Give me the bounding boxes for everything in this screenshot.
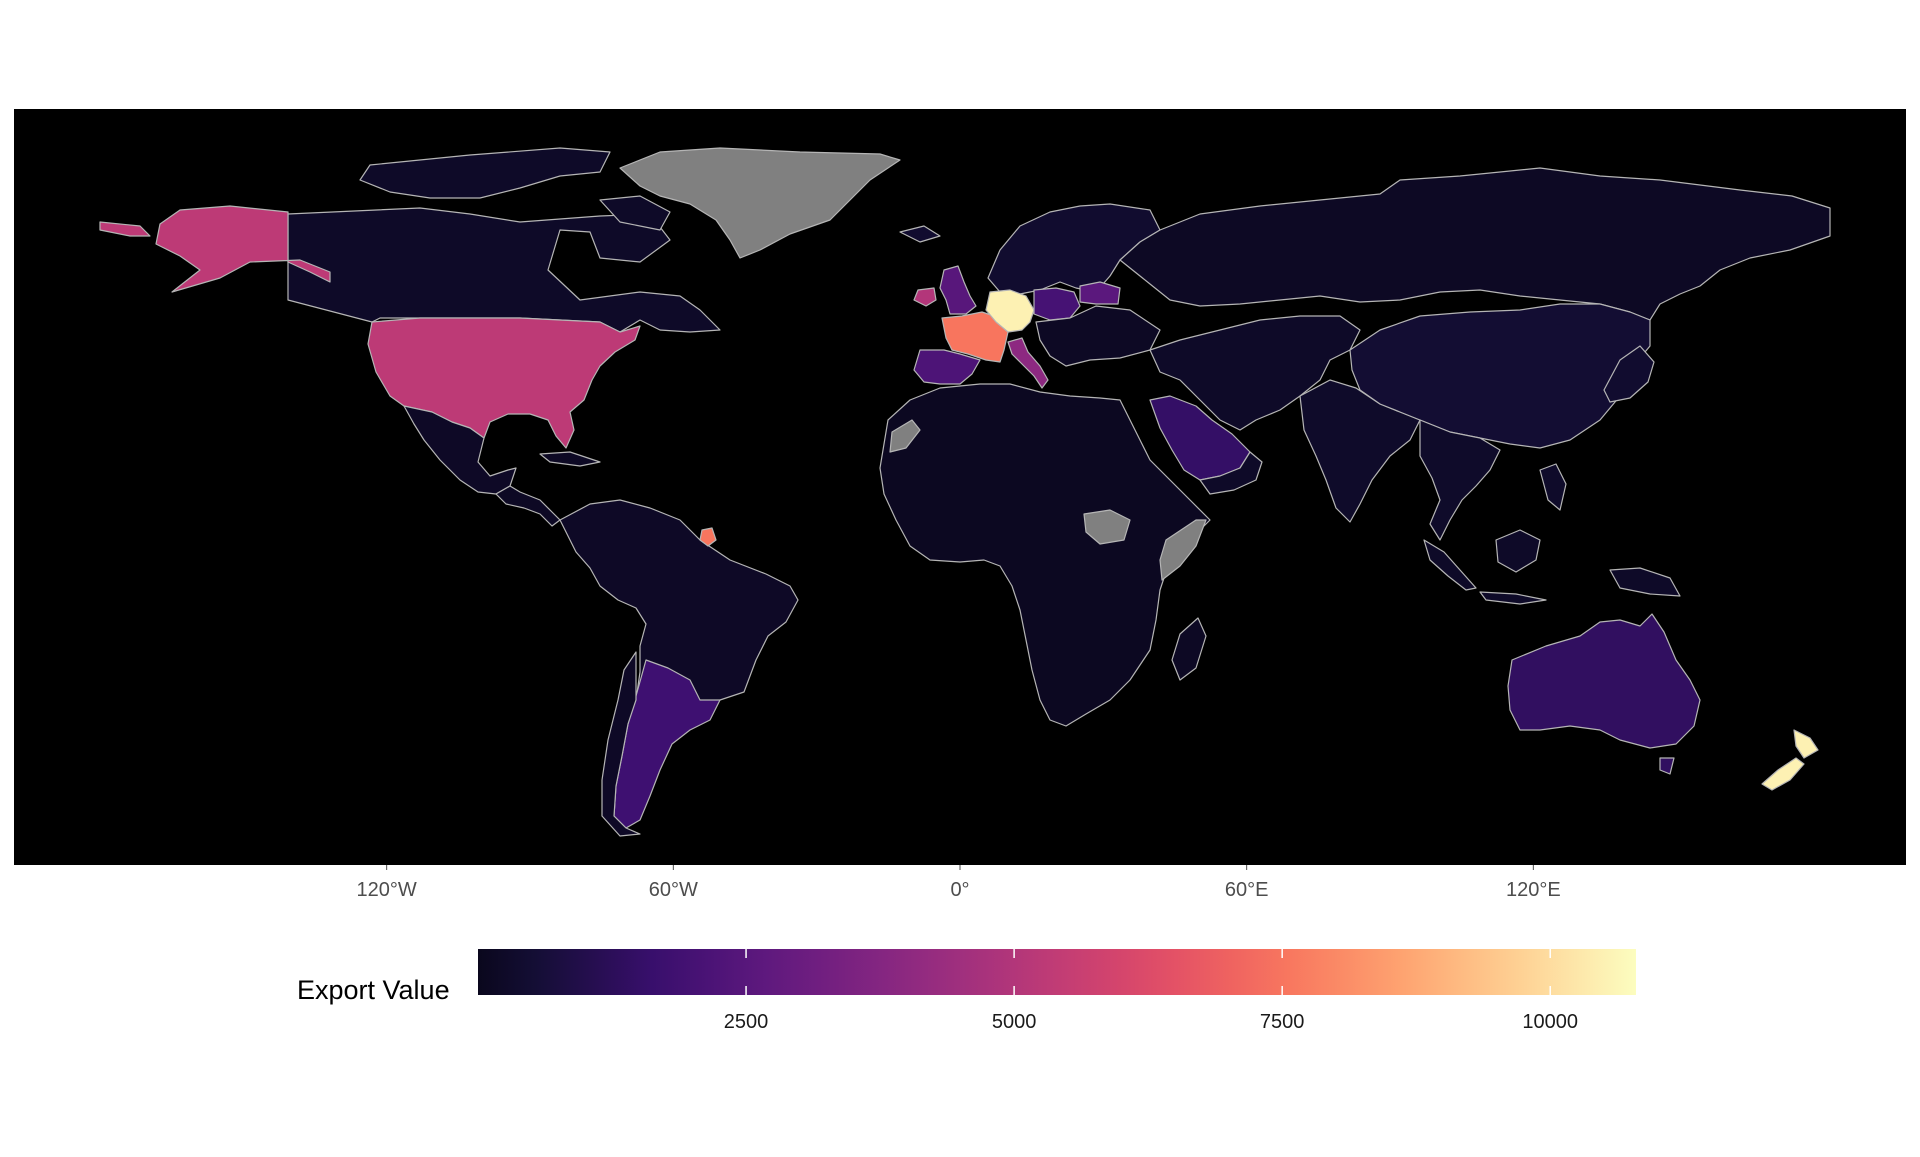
longitude-tick-label: 120°E: [1506, 879, 1561, 901]
legend-tick-label: 10000: [1522, 1011, 1578, 1033]
region-philippines: [1539, 463, 1567, 511]
region-spain: [913, 349, 981, 385]
region-french-guiana: [699, 527, 717, 547]
region-iceland: [899, 225, 941, 243]
longitude-tick-label: 120°W: [357, 879, 417, 901]
region-russia: [1119, 167, 1831, 321]
region-madagascar: [1171, 617, 1207, 681]
region-germany: [985, 289, 1035, 333]
region-japan: [1603, 345, 1655, 403]
legend-colorbar: [478, 949, 1636, 995]
region-africa: [879, 383, 1211, 727]
legend-tick-label: 2500: [724, 1011, 769, 1033]
legend-tick-label: 5000: [992, 1011, 1037, 1033]
region-papua-new-guinea: [1609, 567, 1681, 597]
region-south-america: [559, 499, 799, 721]
region-somalia: [1159, 519, 1207, 581]
region-poland: [1033, 287, 1081, 321]
legend-ticks: 2500 5000 7500 10000: [724, 949, 1578, 1033]
region-italy: [1007, 337, 1049, 389]
region-china: [1349, 303, 1651, 449]
region-new-zealand-north: [1793, 729, 1819, 759]
region-new-zealand-south: [1761, 757, 1805, 791]
longitude-axis: 120°W 60°W 0° 60°E 120°E: [357, 865, 1561, 901]
region-south-sudan: [1083, 509, 1131, 545]
region-australia: [1507, 613, 1701, 749]
region-cuba: [539, 451, 601, 467]
region-western-sahara: [889, 419, 921, 453]
region-canada-islands: [359, 147, 611, 199]
map-countries: [99, 147, 1831, 837]
region-united-kingdom: [939, 265, 977, 315]
region-southeast-asia: [1419, 419, 1501, 541]
region-alaska: [155, 205, 331, 293]
region-ireland: [913, 287, 937, 307]
longitude-tick-label: 60°E: [1225, 879, 1269, 901]
region-aleutians: [99, 221, 151, 237]
region-tasmania: [1659, 757, 1675, 775]
region-java: [1479, 591, 1547, 605]
region-borneo: [1495, 529, 1541, 573]
longitude-tick-label: 0°: [950, 879, 969, 901]
region-greenland: [619, 147, 901, 259]
longitude-tick-label: 60°W: [649, 879, 698, 901]
region-canada-baffin: [599, 195, 671, 231]
color-legend: Export Value 2500 5000 7500 10000: [297, 949, 1636, 1033]
region-yemen-oman: [1199, 451, 1263, 495]
region-eastern-europe: [1035, 305, 1161, 367]
region-middle-east-central-asia: [1149, 315, 1361, 431]
region-chile: [601, 651, 641, 837]
region-mexico: [403, 405, 517, 495]
region-france: [941, 311, 1009, 363]
region-belarus: [1079, 281, 1121, 305]
region-malaysia-sumatra: [1423, 539, 1477, 591]
legend-tick-label: 7500: [1260, 1011, 1305, 1033]
legend-title: Export Value: [297, 975, 450, 1005]
